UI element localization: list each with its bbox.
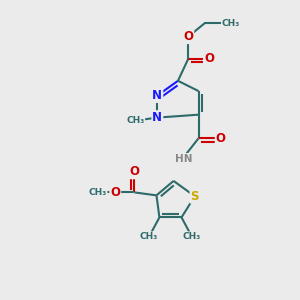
Text: CH₃: CH₃ [222,19,240,28]
Text: N: N [152,89,162,102]
Text: O: O [183,30,193,43]
Text: S: S [190,190,199,203]
Text: HN: HN [175,154,193,164]
Text: CH₃: CH₃ [183,232,201,241]
Text: O: O [204,52,214,65]
Text: CH₃: CH₃ [88,188,107,197]
Text: O: O [129,165,140,178]
Text: O: O [216,132,226,145]
Text: O: O [110,186,120,199]
Text: CH₃: CH₃ [126,116,144,125]
Text: CH₃: CH₃ [140,232,158,241]
Text: N: N [152,111,162,124]
